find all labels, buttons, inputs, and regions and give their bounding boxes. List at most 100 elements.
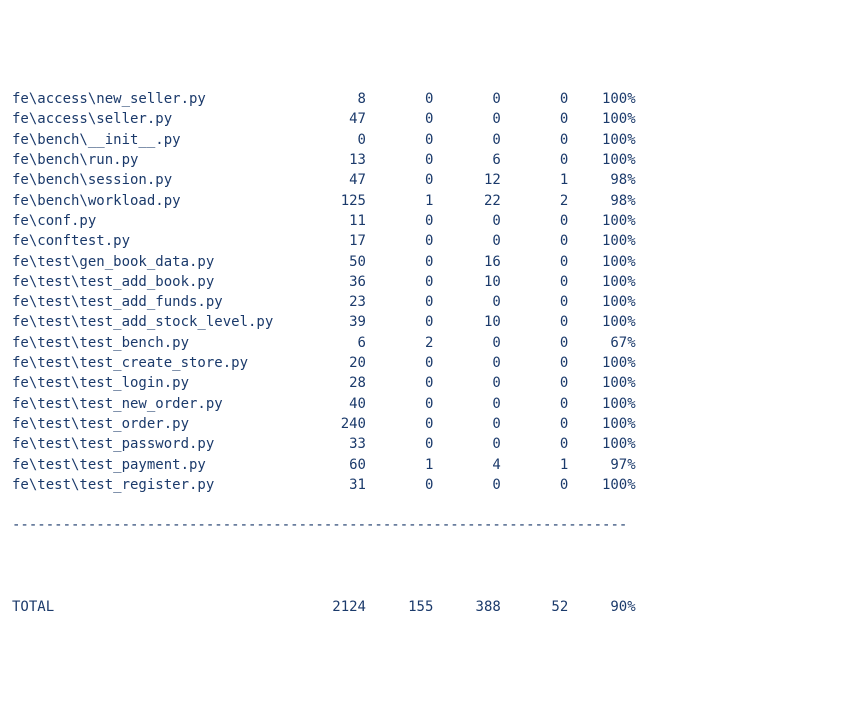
col-branch: 0 [433, 333, 500, 353]
col-stmts: 36 [299, 272, 366, 292]
separator-line: ----------------------------------------… [12, 515, 836, 535]
table-row: fe\test\test_order.py240000100% [12, 414, 836, 434]
file-name: fe\conf.py [12, 211, 299, 231]
col-miss: 0 [366, 130, 433, 150]
col-miss: 0 [366, 272, 433, 292]
file-name: fe\test\test_create_store.py [12, 353, 299, 373]
col-stmts: 125 [299, 191, 366, 211]
table-row: fe\test\test_new_order.py40000100% [12, 394, 836, 414]
col-miss: 0 [366, 109, 433, 129]
table-row: fe\test\test_add_book.py360100100% [12, 272, 836, 292]
col-brpart: 0 [501, 475, 568, 495]
col-branch: 10 [433, 312, 500, 332]
col-branch: 0 [433, 414, 500, 434]
col-stmts: 31 [299, 475, 366, 495]
table-row: fe\conftest.py17000100% [12, 231, 836, 251]
col-stmts: 39 [299, 312, 366, 332]
file-name: fe\test\gen_book_data.py [12, 252, 299, 272]
col-cover: 100% [568, 292, 635, 312]
col-branch: 12 [433, 170, 500, 190]
col-stmts: 11 [299, 211, 366, 231]
total-branch: 388 [433, 597, 500, 617]
table-row: fe\conf.py11000100% [12, 211, 836, 231]
col-stmts: 50 [299, 252, 366, 272]
file-name: fe\access\new_seller.py [12, 89, 299, 109]
col-branch: 0 [433, 353, 500, 373]
col-branch: 0 [433, 89, 500, 109]
col-miss: 0 [366, 170, 433, 190]
col-cover: 100% [568, 394, 635, 414]
col-cover: 100% [568, 414, 635, 434]
col-brpart: 0 [501, 414, 568, 434]
table-row: fe\test\test_add_stock_level.py390100100… [12, 312, 836, 332]
file-name: fe\test\test_add_funds.py [12, 292, 299, 312]
file-name: fe\bench\__init__.py [12, 130, 299, 150]
col-stmts: 23 [299, 292, 366, 312]
col-cover: 100% [568, 272, 635, 292]
col-miss: 0 [366, 312, 433, 332]
col-miss: 0 [366, 252, 433, 272]
col-miss: 0 [366, 394, 433, 414]
col-stmts: 47 [299, 170, 366, 190]
col-cover: 98% [568, 170, 635, 190]
file-name: fe\bench\workload.py [12, 191, 299, 211]
file-name: fe\test\test_order.py [12, 414, 299, 434]
col-miss: 0 [366, 292, 433, 312]
col-brpart: 0 [501, 109, 568, 129]
total-brpart: 52 [501, 597, 568, 617]
file-name: fe\bench\run.py [12, 150, 299, 170]
file-name: fe\test\test_bench.py [12, 333, 299, 353]
col-miss: 1 [366, 455, 433, 475]
col-miss: 0 [366, 373, 433, 393]
table-row: fe\access\seller.py47000100% [12, 109, 836, 129]
col-cover: 100% [568, 312, 635, 332]
col-brpart: 0 [501, 89, 568, 109]
col-brpart: 0 [501, 130, 568, 150]
table-row: fe\test\test_payment.py6014197% [12, 455, 836, 475]
total-label: TOTAL [12, 597, 299, 617]
col-cover: 100% [568, 109, 635, 129]
col-brpart: 0 [501, 312, 568, 332]
col-stmts: 8 [299, 89, 366, 109]
table-row: fe\test\test_bench.py620067% [12, 333, 836, 353]
col-stmts: 17 [299, 231, 366, 251]
col-stmts: 47 [299, 109, 366, 129]
col-branch: 0 [433, 434, 500, 454]
col-stmts: 240 [299, 414, 366, 434]
table-row: fe\test\test_add_funds.py23000100% [12, 292, 836, 312]
col-branch: 0 [433, 109, 500, 129]
file-name: fe\test\test_add_stock_level.py [12, 312, 299, 332]
col-branch: 22 [433, 191, 500, 211]
col-cover: 100% [568, 373, 635, 393]
col-miss: 0 [366, 414, 433, 434]
col-brpart: 1 [501, 455, 568, 475]
col-stmts: 60 [299, 455, 366, 475]
table-row: fe\test\test_create_store.py20000100% [12, 353, 836, 373]
col-brpart: 0 [501, 231, 568, 251]
col-miss: 0 [366, 150, 433, 170]
col-brpart: 0 [501, 373, 568, 393]
col-cover: 100% [568, 231, 635, 251]
file-name: fe\test\test_password.py [12, 434, 299, 454]
col-cover: 100% [568, 130, 635, 150]
table-row: fe\bench\__init__.py0000100% [12, 130, 836, 150]
col-branch: 0 [433, 211, 500, 231]
table-row: fe\test\test_login.py28000100% [12, 373, 836, 393]
total-stmts: 2124 [299, 597, 366, 617]
col-brpart: 0 [501, 333, 568, 353]
col-brpart: 0 [501, 292, 568, 312]
table-row: fe\test\test_password.py33000100% [12, 434, 836, 454]
col-cover: 100% [568, 434, 635, 454]
col-miss: 0 [366, 231, 433, 251]
file-name: fe\test\test_payment.py [12, 455, 299, 475]
col-branch: 0 [433, 475, 500, 495]
col-branch: 10 [433, 272, 500, 292]
col-brpart: 0 [501, 434, 568, 454]
table-row: fe\bench\session.py47012198% [12, 170, 836, 190]
col-branch: 16 [433, 252, 500, 272]
total-row: TOTAL21241553885290% [12, 597, 836, 617]
col-stmts: 13 [299, 150, 366, 170]
col-branch: 0 [433, 394, 500, 414]
file-name: fe\test\test_add_book.py [12, 272, 299, 292]
file-name: fe\test\test_register.py [12, 475, 299, 495]
